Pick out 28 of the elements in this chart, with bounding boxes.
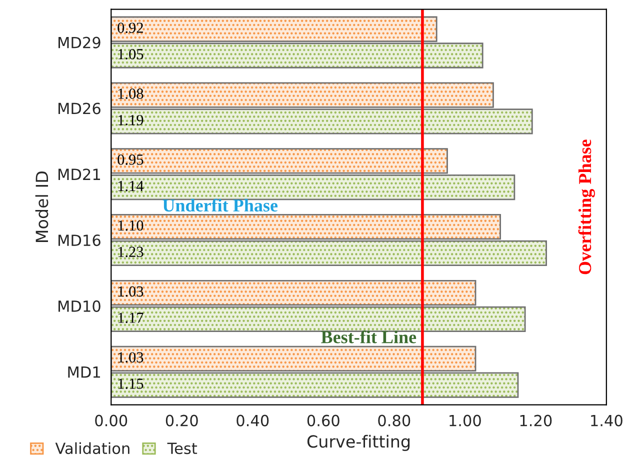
data-label: 1.05 (118, 49, 144, 60)
x-tick-label: 0.80 (378, 414, 410, 426)
annotation: Underfit Phase (162, 198, 278, 212)
x-tick-label: 0.60 (307, 414, 340, 426)
data-label: 1.19 (118, 114, 144, 126)
x-tick-label: 0.40 (236, 414, 269, 426)
x-tick-label: 0.00 (95, 414, 128, 426)
y-tick-label: MD10 (58, 300, 100, 312)
data-label: 1.10 (118, 220, 144, 231)
data-label: 1.03 (118, 286, 144, 297)
legend-label: Test (167, 442, 198, 454)
y-tick-label: MD16 (58, 234, 100, 246)
y-axis-title: Model ID (35, 172, 48, 242)
annotation: Best-fit Line (321, 330, 416, 344)
data-label: 1.14 (118, 180, 144, 192)
annotation: Overfitting Phase (578, 140, 595, 274)
y-tick-label: MD21 (58, 168, 100, 180)
data-label: 1.03 (118, 352, 144, 363)
x-axis-title: Curve-fitting (307, 434, 410, 452)
data-label: 0.92 (118, 22, 143, 34)
x-tick-label: 0.20 (166, 414, 198, 426)
y-tick-label: MD26 (58, 102, 100, 114)
legend-label: Validation (55, 442, 130, 454)
x-tick-label: 1.00 (450, 414, 481, 426)
y-tick-label: MD29 (58, 36, 100, 48)
x-tick-label: 1.20 (520, 414, 552, 426)
x-tick-label: 1.40 (591, 414, 622, 426)
y-tick-label: MD1 (68, 366, 100, 378)
